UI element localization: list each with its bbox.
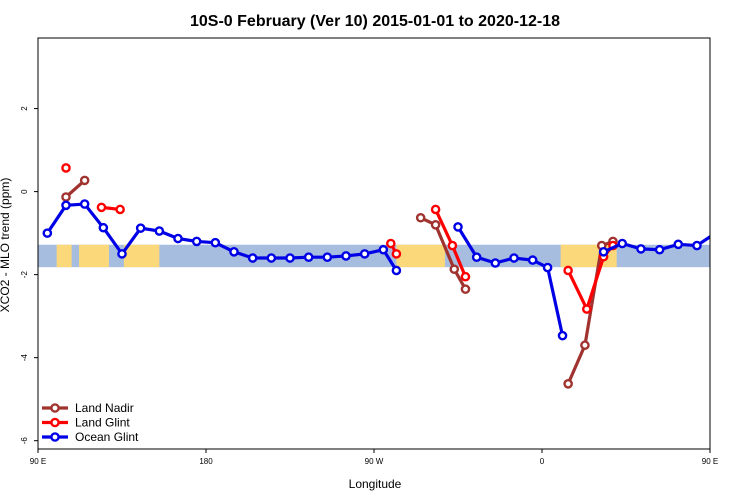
ocean-glint-point bbox=[341, 251, 351, 261]
ocean-glint-point bbox=[117, 249, 127, 259]
ocean-glint-point bbox=[210, 237, 221, 248]
land-nadir-line-3 bbox=[738, 180, 750, 197]
land-nadir-point bbox=[734, 193, 741, 200]
land-patch-0 bbox=[56, 244, 72, 268]
ocean-glint-point bbox=[173, 233, 183, 244]
ocean-glint-point bbox=[673, 239, 684, 250]
y-tick-label-3: 0 bbox=[20, 189, 29, 194]
land-glint-point bbox=[115, 204, 125, 215]
legend-label-ocean-glint: Ocean Glint bbox=[75, 430, 139, 444]
ocean-glint-point bbox=[391, 265, 402, 276]
land-patch-2 bbox=[123, 244, 160, 268]
chart-title: 10S-0 February (Ver 10) 2015-01-01 to 20… bbox=[190, 13, 560, 30]
x-axis-label: Longitude bbox=[349, 477, 402, 491]
ocean-glint-point bbox=[359, 249, 370, 259]
land-nadir-point bbox=[61, 192, 71, 202]
x-tick-label-2: 90 W bbox=[365, 457, 384, 466]
y-axis: -6 -4 -2 0 2 bbox=[20, 106, 38, 444]
land-nadir-point bbox=[449, 264, 460, 275]
land-glint-point bbox=[734, 164, 741, 171]
land-nadir-point bbox=[563, 379, 573, 389]
land-glint-point bbox=[61, 163, 71, 173]
x-tick-label-4: 90 E bbox=[702, 457, 718, 466]
ocean-glint-point bbox=[42, 228, 53, 238]
ocean-glint-point bbox=[453, 222, 463, 232]
x-tick-label-0: 90 E bbox=[30, 457, 46, 466]
ocean-glint-point bbox=[598, 247, 609, 257]
series-land-glint bbox=[61, 163, 741, 314]
ocean-glint-point bbox=[509, 253, 519, 263]
land-glint-point bbox=[582, 304, 592, 314]
ocean-glint-point bbox=[322, 252, 333, 263]
y-tick-label-0: -6 bbox=[20, 437, 29, 445]
y-tick-label-1: -4 bbox=[20, 354, 29, 362]
land-glint-point bbox=[430, 204, 441, 215]
land-patch-1 bbox=[79, 244, 109, 268]
land-nadir-line-2 bbox=[566, 239, 614, 385]
land-glint-point bbox=[391, 249, 402, 259]
land-glint-point bbox=[460, 271, 471, 282]
land-nadir-line-1 bbox=[419, 216, 467, 290]
legend-marker-ocean-glint bbox=[50, 432, 60, 442]
ocean-glint-point bbox=[229, 247, 239, 257]
legend-label-land-glint: Land Glint bbox=[75, 416, 130, 430]
ocean-glint-line-2 bbox=[602, 234, 710, 254]
ocean-glint-point bbox=[61, 200, 71, 211]
land-patch-5 bbox=[731, 245, 748, 267]
ocean-glint-point bbox=[731, 202, 738, 209]
land-glint-point bbox=[385, 238, 396, 249]
land-nadir-point bbox=[415, 212, 426, 223]
land-nadir-point bbox=[430, 220, 441, 230]
ocean-glint-point bbox=[636, 244, 646, 254]
land-patch-3 bbox=[396, 244, 445, 268]
ocean-glint-point bbox=[191, 236, 202, 247]
land-glint-point bbox=[447, 240, 458, 251]
ocean-glint-point bbox=[712, 230, 719, 237]
series-ocean-glint bbox=[42, 199, 738, 341]
ocean-glint-line-1 bbox=[456, 226, 565, 337]
series-layer bbox=[42, 163, 750, 389]
ocean-glint-point bbox=[247, 253, 258, 263]
land-glint-point bbox=[96, 202, 107, 213]
ocean-glint-point bbox=[654, 244, 665, 255]
ocean-glint-point bbox=[285, 253, 295, 263]
ocean-glint-point bbox=[378, 244, 389, 255]
ocean-glint-point bbox=[542, 262, 553, 273]
ocean-glint-point bbox=[471, 252, 482, 263]
ocean-band bbox=[38, 244, 710, 268]
y-tick-label-4: 2 bbox=[20, 106, 29, 111]
legend-marker-land-nadir bbox=[50, 403, 60, 413]
x-tick-label-1: 180 bbox=[199, 457, 213, 466]
land-nadir-point bbox=[580, 340, 590, 351]
ocean-glint-point bbox=[303, 252, 314, 263]
land-nadir-point bbox=[460, 284, 471, 294]
y-tick-label-2: -2 bbox=[20, 271, 29, 279]
series-land-nadir bbox=[61, 175, 750, 389]
ocean-glint-point bbox=[692, 240, 702, 251]
land-nadir-point bbox=[79, 175, 90, 186]
ocean-glint-point bbox=[617, 238, 628, 249]
x-axis: 90 E 180 90 W 0 90 E bbox=[30, 449, 718, 466]
ocean-glint-point bbox=[79, 199, 90, 209]
ocean-glint-point bbox=[527, 255, 538, 265]
x-tick-label-3: 0 bbox=[540, 457, 545, 466]
ocean-glint-point bbox=[154, 226, 165, 236]
land-glint-point bbox=[563, 265, 573, 276]
ocean-glint-point bbox=[490, 258, 501, 268]
legend-marker-land-glint bbox=[50, 417, 60, 428]
ocean-glint-point bbox=[557, 330, 568, 341]
ocean-glint-point bbox=[135, 223, 146, 233]
legend-label-land-nadir: Land Nadir bbox=[75, 401, 134, 415]
ocean-glint-point bbox=[266, 253, 277, 263]
ocean-glint-point bbox=[98, 222, 109, 233]
y-axis-label: XCO2 - MLO trend (ppm) bbox=[0, 178, 12, 313]
